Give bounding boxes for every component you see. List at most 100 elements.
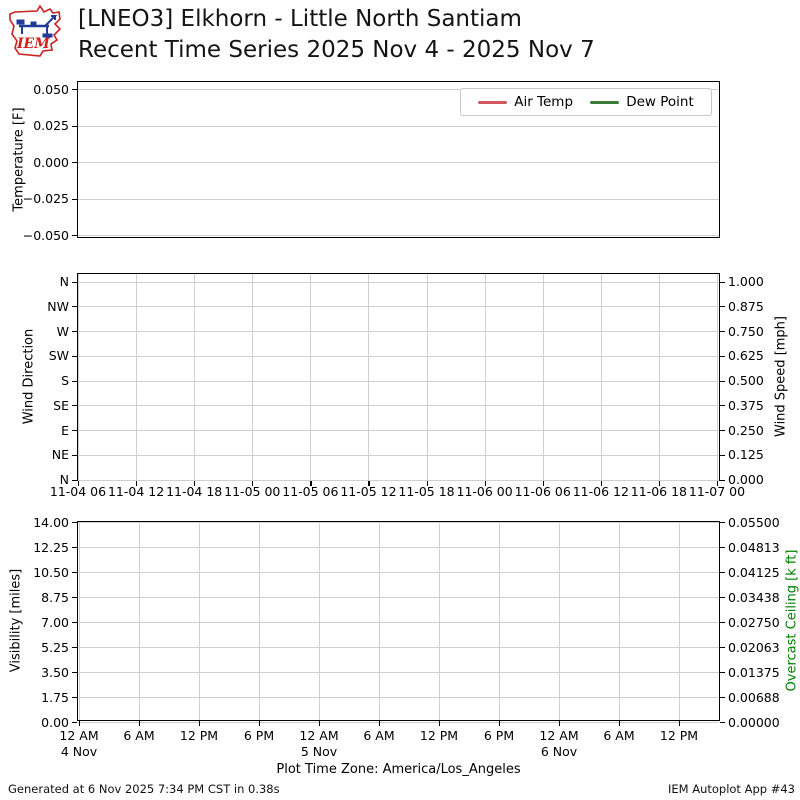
- y-tick-label-left: SE: [53, 397, 69, 413]
- x-tick-mark: [310, 481, 312, 486]
- gridline-vertical: [619, 522, 620, 720]
- x-tick-label: 11-07 00: [688, 484, 746, 499]
- x-tick-label: 6 PM: [483, 728, 515, 743]
- gridline-horizontal: [78, 622, 719, 623]
- legend: Air Temp Dew Point: [460, 88, 712, 116]
- gridline-horizontal: [78, 306, 719, 308]
- x-tick-label: 11-05 06: [282, 484, 339, 499]
- y-tick-label-left: 0.025: [33, 118, 69, 133]
- x-tick-label: 6 AM: [123, 728, 155, 743]
- y-tick-label-left: 1.75: [41, 689, 69, 705]
- y-tick-label-right: 0.875: [728, 298, 764, 314]
- x-tick-mark: [78, 481, 80, 486]
- x-tick-mark: [252, 481, 254, 486]
- y-tick-mark-right: [720, 522, 725, 524]
- plot-title-line2: Recent Time Series 2025 Nov 4 - 2025 Nov…: [78, 37, 595, 63]
- y-tick-label-right: 0.00688: [728, 689, 780, 705]
- overcast-ceiling-axis-label: Overcast Ceiling [k ft]: [784, 549, 800, 692]
- legend-label-air-temp: Air Temp: [514, 94, 574, 110]
- y-tick-label-left: W: [56, 323, 69, 339]
- y-tick-mark-right: [720, 306, 725, 308]
- gridline-vertical: [717, 274, 718, 480]
- gridline-vertical: [426, 274, 428, 480]
- gridline-vertical: [136, 274, 138, 480]
- x-tick-mark: [319, 721, 321, 726]
- x-tick-label: 11-05 18: [398, 484, 455, 499]
- y-tick-mark-right: [720, 647, 725, 649]
- y-tick-mark: [72, 572, 77, 574]
- gridline-vertical: [559, 522, 560, 720]
- plot-title-line1: [LNEO3] Elkhorn - Little North Santiam: [78, 6, 522, 32]
- x-tick-mark: [139, 721, 141, 726]
- gridline-horizontal: [78, 597, 719, 598]
- weather-vane-icon: [16, 15, 58, 38]
- y-tick-label-left: 12.25: [33, 539, 69, 555]
- y-tick-mark-right: [720, 697, 725, 699]
- wind-chart: N 1.000 NW 0.875 W 0.750 SW 0.625 S 0.500 SE 0.375 E…: [47, 273, 764, 499]
- x-tick-label: 12 PM: [659, 728, 699, 743]
- x-tick-date-label: 5 Nov: [300, 744, 338, 759]
- y-tick-mark: [72, 380, 77, 382]
- y-tick-mark: [72, 547, 77, 549]
- y-tick-label-right: 0.05500: [728, 514, 780, 530]
- y-tick-label-left: 3.50: [41, 664, 69, 680]
- gridline-horizontal: [78, 235, 719, 236]
- x-tick-mark: [439, 721, 441, 726]
- x-tick-mark: [194, 481, 196, 486]
- y-tick-label-right: 0.04125: [728, 564, 780, 580]
- y-tick-mark: [72, 622, 77, 624]
- y-tick-label-left: 0.050: [33, 81, 69, 97]
- gridline-horizontal: [78, 331, 719, 332]
- gridline-vertical: [679, 522, 680, 720]
- x-tick-mark: [717, 481, 719, 486]
- x-tick-mark: [426, 481, 428, 486]
- x-tick-label: 11-04 18: [166, 484, 223, 499]
- y-tick-label-right: 1.000: [728, 274, 764, 289]
- y-tick-mark-right: [720, 405, 725, 407]
- dew-point-line-swatch: [590, 100, 620, 104]
- gridline-horizontal: [78, 522, 719, 523]
- x-tick-label: 12 AM: [59, 728, 99, 743]
- y-tick-mark-right: [720, 454, 725, 456]
- y-tick-mark-right: [720, 430, 725, 432]
- y-tick-mark: [72, 89, 77, 91]
- x-tick-label: 11-04 06: [49, 484, 107, 499]
- y-tick-mark: [72, 355, 77, 357]
- gridline-horizontal: [78, 405, 719, 407]
- x-tick-date-label: 6 Nov: [540, 744, 578, 759]
- y-tick-mark: [72, 331, 77, 333]
- wind-direction-axis-label: Wind Direction: [21, 328, 37, 425]
- y-tick-label-left: 10.50: [33, 564, 69, 580]
- y-tick-label-right: 0.750: [728, 323, 764, 339]
- y-tick-label-left: 5.25: [41, 639, 69, 655]
- temperature-axis-label: Temperature [F]: [11, 107, 27, 212]
- y-tick-mark-right: [720, 672, 725, 674]
- y-tick-mark: [72, 672, 77, 674]
- gridline-vertical: [379, 522, 380, 720]
- y-tick-mark: [72, 281, 77, 283]
- y-tick-mark-right: [720, 572, 725, 574]
- x-tick-label: 11-05 12: [340, 484, 397, 499]
- iowa-outline-icon: [9, 4, 62, 57]
- gridline-horizontal: [78, 479, 719, 481]
- y-tick-label-left: −0.050: [22, 227, 69, 243]
- y-tick-mark: [72, 125, 77, 127]
- gridline-vertical: [79, 522, 80, 720]
- y-tick-label-left: NE: [51, 447, 69, 463]
- y-tick-label-right: 0.125: [728, 447, 764, 463]
- gridline-horizontal: [78, 697, 719, 698]
- y-tick-label-left: 0.00: [41, 714, 69, 730]
- x-tick-mark: [559, 721, 561, 726]
- y-tick-mark: [72, 235, 77, 237]
- y-tick-mark: [72, 430, 77, 432]
- gridline-horizontal: [78, 647, 719, 648]
- gridline-horizontal: [78, 454, 719, 456]
- y-tick-mark: [72, 479, 77, 481]
- generated-timestamp: Generated at 6 Nov 2025 7:34 PM CST in 0…: [8, 782, 280, 796]
- x-tick-label: 6 PM: [243, 728, 275, 743]
- gridline-horizontal: [78, 430, 719, 431]
- y-tick-mark-right: [720, 722, 725, 724]
- x-tick-mark: [679, 721, 681, 726]
- y-tick-mark: [72, 697, 77, 699]
- y-tick-label-left: S: [61, 373, 69, 388]
